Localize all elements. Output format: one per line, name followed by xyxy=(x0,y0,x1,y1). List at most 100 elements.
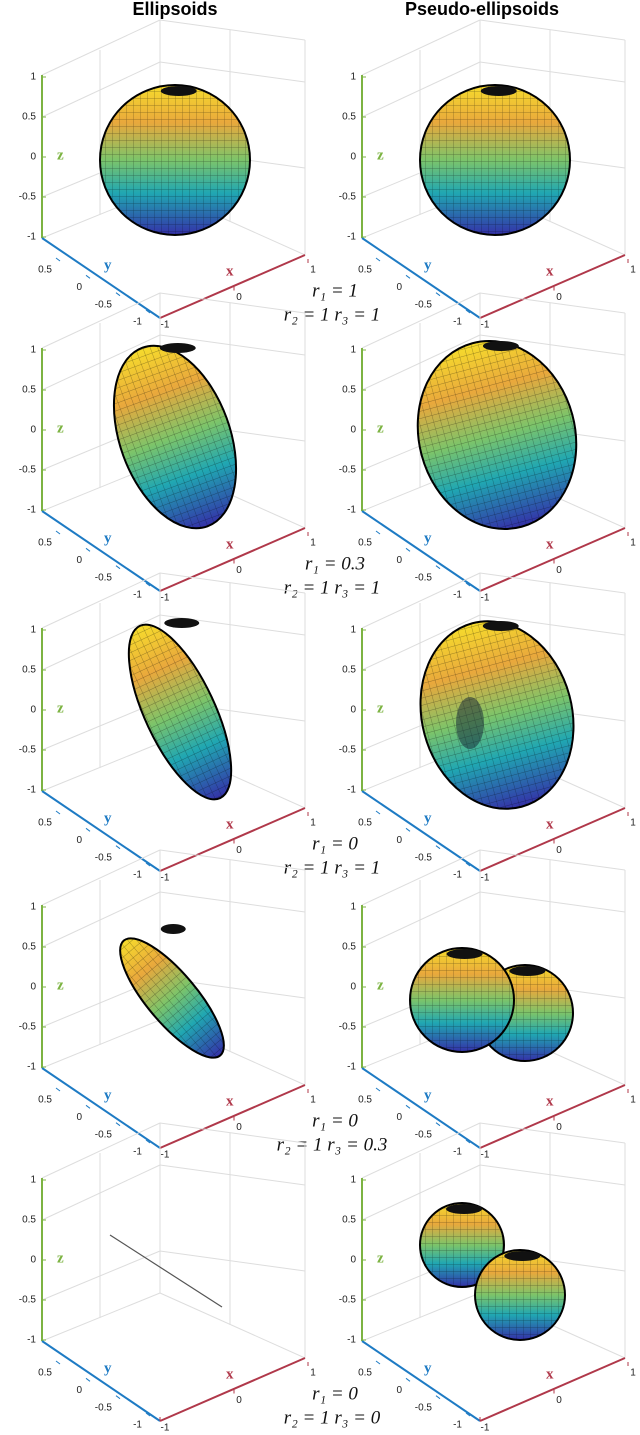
z-tick-label: -1 xyxy=(347,505,356,516)
x-axis-label: x xyxy=(546,536,554,552)
panel: -1 -0.5 0 0.5 1 -1 -0.5 0 0.5 -1 0 1 z y x xyxy=(339,572,636,884)
tick-mark xyxy=(405,274,411,279)
grid-line xyxy=(159,849,306,871)
tick-mark xyxy=(85,547,91,552)
grid-line xyxy=(361,572,481,629)
tick-mark xyxy=(435,565,441,570)
z-tick-label: 0.5 xyxy=(342,385,356,396)
grid-line xyxy=(159,572,306,594)
surface-mesh xyxy=(419,84,571,236)
x-tick-label: 1 xyxy=(630,538,636,549)
surface-mesh xyxy=(419,620,575,810)
grid-line xyxy=(479,61,626,83)
tick-mark xyxy=(375,1087,381,1092)
grid-line xyxy=(479,849,626,871)
y-axis-label: y xyxy=(104,1087,112,1103)
y-tick-label: 0.5 xyxy=(38,1095,52,1106)
grid-line xyxy=(159,334,306,356)
z-tick-label: 1 xyxy=(350,72,356,83)
grid-line xyxy=(41,1250,161,1301)
x-tick-label: -1 xyxy=(481,873,490,884)
x-tick-label: 1 xyxy=(630,818,636,829)
x-axis-label: x xyxy=(546,263,554,279)
panel: -1 -0.5 0 0.5 1 -1 -0.5 0 0.5 -1 0 1 z y x xyxy=(339,292,636,604)
z-tick-label: -0.5 xyxy=(19,1295,37,1306)
caption-r2-r3: r₂ = 1 r₃ = 0.3 xyxy=(277,1134,388,1155)
y-axis xyxy=(41,510,161,592)
x-tick-label: -1 xyxy=(481,1423,490,1434)
z-axis-label: z xyxy=(377,147,384,163)
z-tick-label: 0.5 xyxy=(22,112,36,123)
grid-line xyxy=(41,1292,161,1342)
z-tick-label: -1 xyxy=(347,1062,356,1073)
z-tick-label: 0.5 xyxy=(22,385,36,396)
tick-mark xyxy=(145,1139,151,1144)
surface-mesh xyxy=(119,937,225,1059)
x-axis xyxy=(159,527,306,592)
grid-line xyxy=(479,334,626,356)
y-tick-label: -0.5 xyxy=(415,572,433,583)
z-tick-label: -0.5 xyxy=(339,465,357,476)
z-tick-label: -1 xyxy=(347,785,356,796)
x-axis-label: x xyxy=(226,536,234,552)
x-axis xyxy=(479,1084,626,1149)
grid-line xyxy=(479,292,626,314)
pole xyxy=(504,1251,541,1261)
y-tick-label: 0 xyxy=(396,555,402,566)
z-tick-label: -0.5 xyxy=(339,1295,357,1306)
z-tick-label: 0.5 xyxy=(22,942,36,953)
y-tick-label: -1 xyxy=(453,590,462,601)
z-tick-label: -0.5 xyxy=(339,1022,357,1033)
y-tick-label: 0.5 xyxy=(38,538,52,549)
z-tick-label: 1 xyxy=(30,345,36,356)
tick-mark xyxy=(435,1122,441,1127)
y-tick-label: 0 xyxy=(76,1385,82,1396)
x-tick-label: 0 xyxy=(556,292,562,303)
tick-mark xyxy=(375,1360,381,1365)
x-tick-label: -1 xyxy=(161,1423,170,1434)
tick-mark xyxy=(115,845,121,850)
y-tick-label: 0.5 xyxy=(38,265,52,276)
y-tick-label: 0.5 xyxy=(358,538,372,549)
z-tick-label: 0 xyxy=(350,425,356,436)
grid-line xyxy=(361,849,481,906)
x-tick-label: -1 xyxy=(161,873,170,884)
caption-r2-r3: r₂ = 1 r₃ = 0 xyxy=(284,1407,381,1428)
panel: -1 -0.5 0 0.5 1 -1 -0.5 0 0.5 -1 0 1 z y x xyxy=(19,1122,316,1434)
y-tick-label: -0.5 xyxy=(415,1402,433,1413)
x-tick-label: 0 xyxy=(236,1122,242,1133)
z-tick-label: 0 xyxy=(30,1255,36,1266)
z-axis-label: z xyxy=(57,147,64,163)
y-axis-label: y xyxy=(104,810,112,826)
grid-line xyxy=(159,891,306,913)
tick-mark xyxy=(405,1377,411,1382)
panel: -1 -0.5 0 0.5 1 -1 -0.5 0 0.5 -1 0 1 z y x xyxy=(19,572,316,884)
z-tick-label: 0 xyxy=(350,1255,356,1266)
y-tick-label: 0 xyxy=(396,835,402,846)
grid-line xyxy=(41,572,161,629)
grid-line xyxy=(41,19,161,76)
x-tick-label: 1 xyxy=(310,538,316,549)
y-tick-label: -0.5 xyxy=(415,852,433,863)
y-axis xyxy=(361,1067,481,1149)
x-axis-label: x xyxy=(546,816,554,832)
tick-mark xyxy=(115,292,121,297)
y-tick-label: -1 xyxy=(133,317,142,328)
y-tick-label: -1 xyxy=(133,590,142,601)
z-tick-label: -1 xyxy=(347,1335,356,1346)
grid-line xyxy=(41,849,161,906)
z-axis-label: z xyxy=(377,700,384,716)
z-tick-label: -0.5 xyxy=(19,1022,37,1033)
x-tick-label: -1 xyxy=(161,1150,170,1161)
surface-mesh xyxy=(127,623,233,801)
panel: -1 -0.5 0 0.5 1 -1 -0.5 0 0.5 -1 0 1 z y x xyxy=(19,19,316,331)
y-tick-label: 0.5 xyxy=(358,1368,372,1379)
pole xyxy=(160,924,186,934)
z-axis-label: z xyxy=(377,420,384,436)
z-tick-label: -0.5 xyxy=(339,192,357,203)
grid-line xyxy=(41,292,161,349)
grid-line xyxy=(479,1122,626,1144)
z-axis-label: z xyxy=(57,1250,64,1266)
caption-r1: r₁ = 0.3 xyxy=(305,553,365,574)
x-tick-label: 1 xyxy=(310,1368,316,1379)
